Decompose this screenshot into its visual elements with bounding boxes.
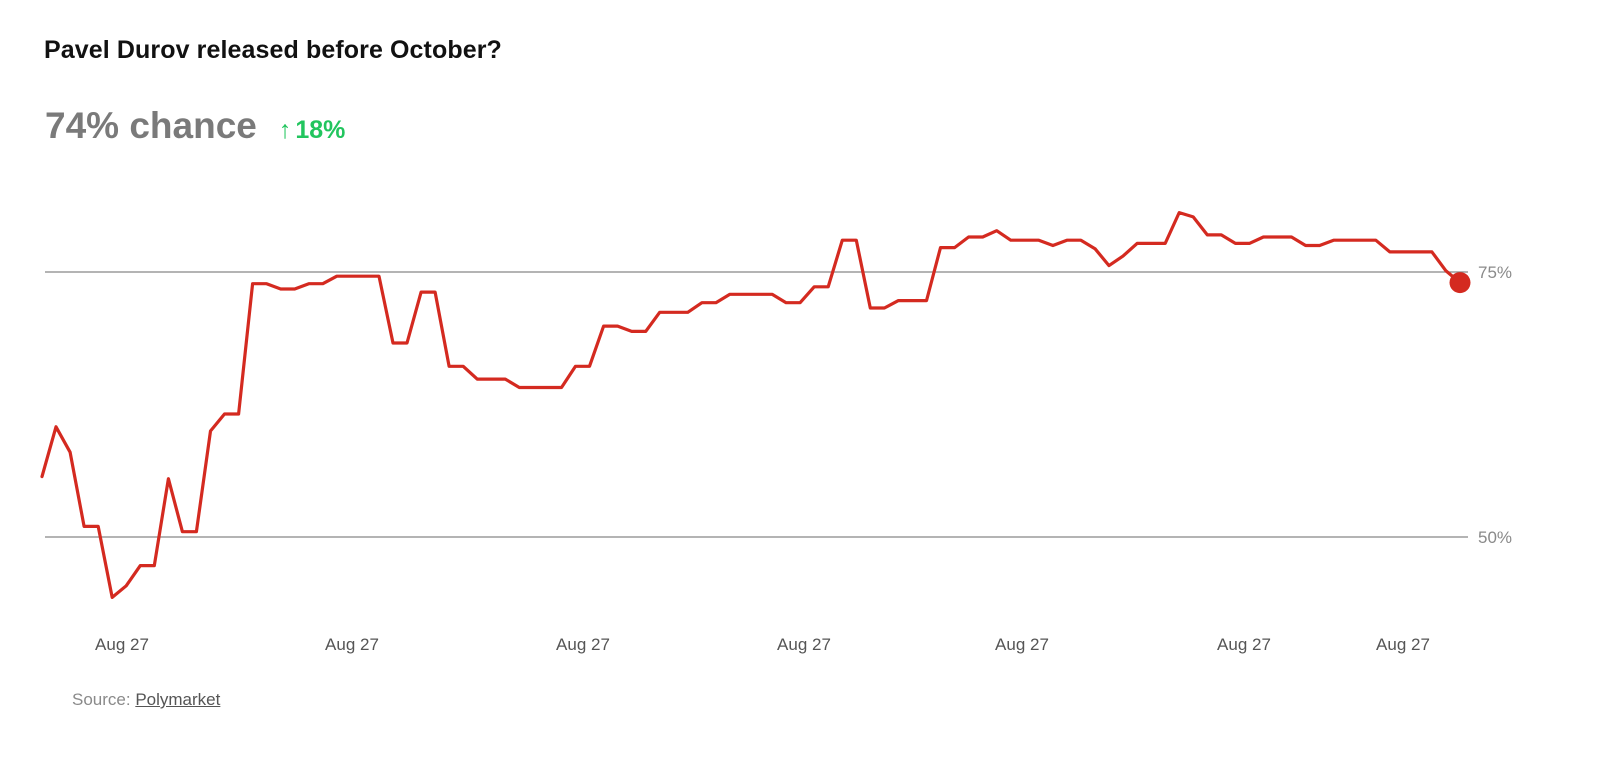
x-tick-label: Aug 27 xyxy=(556,635,610,654)
change-badge: ↑ 18% xyxy=(279,116,346,145)
source-link[interactable]: Polymarket xyxy=(135,690,221,709)
x-tick-label: Aug 27 xyxy=(95,635,149,654)
source-label: Source: xyxy=(72,690,131,709)
y-tick-label: 50% xyxy=(1478,528,1512,547)
series-line xyxy=(40,211,1462,599)
source-line: Source: Polymarket xyxy=(72,690,220,710)
chart-title: Pavel Durov released before October? xyxy=(44,36,502,64)
x-tick-label: Aug 27 xyxy=(1217,635,1271,654)
x-tick-label: Aug 27 xyxy=(325,635,379,654)
headline-row: 74% chance ↑ 18% xyxy=(45,105,345,147)
x-tick-label: Aug 27 xyxy=(1376,635,1430,654)
arrow-up-icon: ↑ xyxy=(278,116,292,144)
current-value-marker xyxy=(1449,272,1471,294)
y-tick-label: 75% xyxy=(1478,263,1512,282)
chance-value: 74% chance xyxy=(45,105,257,146)
change-value: 18% xyxy=(295,116,346,144)
x-tick-label: Aug 27 xyxy=(777,635,831,654)
x-tick-label: Aug 27 xyxy=(995,635,1049,654)
